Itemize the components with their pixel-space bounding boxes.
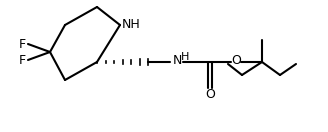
Text: F: F <box>18 37 26 51</box>
Text: F: F <box>18 53 26 67</box>
Text: O: O <box>231 55 241 67</box>
Text: O: O <box>205 88 215 100</box>
Text: NH: NH <box>122 18 141 32</box>
Text: N: N <box>172 55 182 67</box>
Text: H: H <box>181 52 189 62</box>
